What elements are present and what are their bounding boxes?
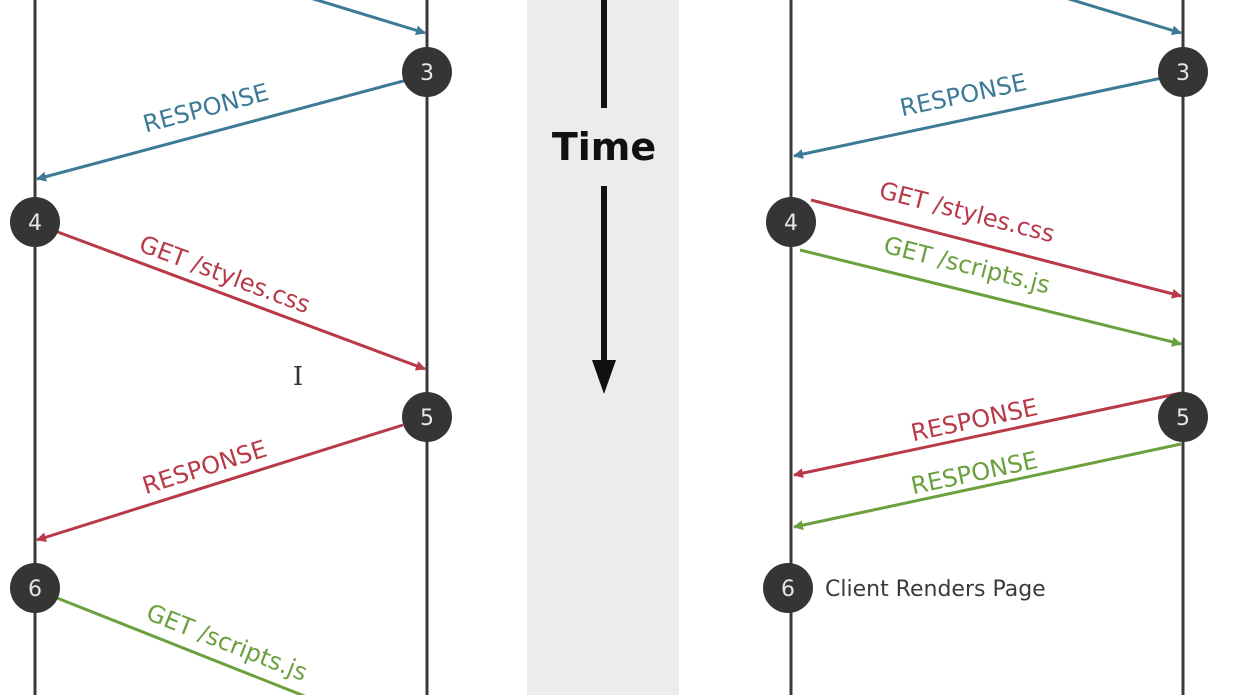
left-arrow-get-scripts [56,596,306,695]
svg-text:4: 4 [784,211,798,236]
svg-text:5: 5 [1176,406,1190,431]
right-arrow-get-styles [810,198,1182,299]
right-note-client-renders-page: Client Renders Page [825,577,1046,602]
left-node-4: 4 [10,197,60,247]
right-arrow-response-green [793,442,1182,531]
time-label: Time [552,125,656,169]
left-arrow-response-2 [36,423,404,543]
left-arrow-top-request [311,0,426,36]
time-arrow-head [592,360,616,394]
left-label-response-2: RESPONSE [139,435,270,500]
left-label-response-1: RESPONSE [140,78,272,138]
left-node-3: 3 [402,47,452,97]
svg-text:3: 3 [1176,61,1190,86]
right-arrow-response-1 [793,76,1163,160]
text-cursor-icon: I [293,362,303,392]
right-node-4: 4 [766,197,816,247]
svg-text:5: 5 [420,406,434,431]
svg-text:4: 4 [28,211,42,236]
left-node-5: 5 [402,392,452,442]
right-node-5: 5 [1158,392,1208,442]
svg-text:6: 6 [28,577,42,602]
right-arrow-get-scripts [799,248,1182,347]
right-label-response-green: RESPONSE [908,446,1040,500]
left-label-get-styles: GET /styles.css [136,230,314,319]
left-arrow-response-1 [36,78,408,182]
svg-text:6: 6 [781,577,795,602]
svg-text:3: 3 [420,61,434,86]
left-node-6: 6 [10,563,60,613]
right-arrow-top-request [1067,0,1182,36]
left-arrow-get-styles [54,229,426,371]
right-node-6: 6 [763,563,813,613]
right-label-response-1: RESPONSE [897,68,1029,122]
right-arrow-response-red [793,391,1182,479]
right-label-response-red: RESPONSE [908,393,1040,447]
right-node-3: 3 [1158,47,1208,97]
